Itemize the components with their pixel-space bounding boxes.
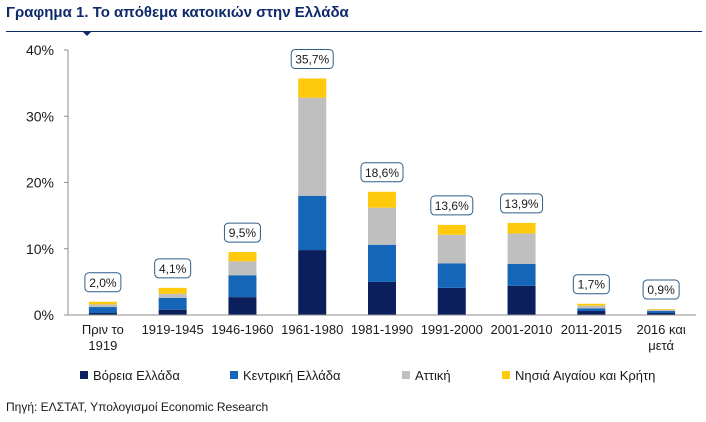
source-note: Πηγή: ΕΛΣΤΑΤ, Υπολογισμοί Economic Resea… — [6, 400, 269, 414]
bar-segment — [647, 311, 676, 314]
x-tick-label: 1946-1960 — [211, 322, 273, 337]
bar-segment — [507, 222, 536, 234]
bar-segment — [577, 311, 606, 315]
title-notch — [82, 31, 92, 36]
bar-segment — [577, 308, 606, 312]
bar-segment — [158, 297, 187, 310]
y-tick-label: 0% — [34, 307, 54, 323]
y-tick-label: 40% — [26, 42, 54, 58]
bar-segment — [507, 263, 536, 286]
total-label-box — [642, 279, 680, 300]
total-label: 0,9% — [647, 283, 675, 297]
total-label: 13,6% — [435, 199, 469, 213]
legend-swatch — [80, 371, 88, 379]
bar-segment — [577, 303, 606, 306]
bar-segment — [88, 307, 117, 314]
legend-label: Βόρεια Ελλάδα — [93, 368, 180, 383]
total-label-box — [430, 195, 474, 216]
bar-segment — [368, 207, 396, 245]
x-tick-label: 2016 και — [636, 322, 685, 337]
chart-title: Γραφημα 1. Το απόθεμα κατοικιών στην Ελλ… — [6, 4, 349, 21]
bar-segment — [368, 244, 396, 282]
total-label: 13,9% — [505, 197, 539, 211]
legend-label: Αττική — [415, 368, 451, 383]
legend-swatch — [230, 371, 238, 379]
bar-segment — [507, 285, 536, 315]
x-tick-label: 1981-1990 — [351, 322, 413, 337]
bar-segment — [437, 287, 466, 315]
bar-segment — [437, 263, 466, 288]
bar-segment — [647, 309, 676, 310]
bar-segment — [298, 97, 327, 196]
total-label-box — [223, 222, 261, 243]
bar-segment — [228, 252, 257, 262]
total-label-box — [154, 258, 192, 279]
bar-segment — [647, 313, 676, 315]
total-label: 9,5% — [229, 226, 257, 240]
bar-segment — [368, 191, 396, 208]
bar-segment — [158, 287, 187, 294]
bar-segment — [228, 261, 257, 276]
y-tick-label: 10% — [26, 241, 54, 257]
x-tick-label: Πριν το — [82, 322, 124, 337]
bar-segment — [298, 250, 327, 315]
total-label-box — [572, 274, 610, 295]
x-tick-label: 2011-2015 — [561, 322, 622, 337]
total-label-box — [500, 193, 544, 214]
total-label: 2,0% — [89, 276, 117, 290]
x-tick-label: 1961-1980 — [281, 322, 343, 337]
x-tick-label: 1991-2000 — [421, 322, 483, 337]
bar-segment — [158, 309, 187, 315]
bar-segment — [298, 195, 327, 251]
legend-label: Νησιά Αιγαίου και Κρήτη — [515, 368, 655, 383]
bar-segment — [88, 304, 117, 308]
x-tick-label: μετά — [648, 338, 674, 353]
bar-segment — [158, 293, 187, 298]
x-tick-label: 1919-1945 — [142, 322, 204, 337]
bar-segment — [368, 281, 396, 315]
total-label: 4,1% — [159, 262, 187, 276]
total-label: 35,7% — [295, 52, 329, 66]
legend-label: Κεντρική Ελλάδα — [243, 368, 341, 383]
title-divider — [6, 31, 702, 32]
bar-segment — [437, 234, 466, 264]
bar-segment — [228, 275, 257, 298]
x-tick-label: 2001-2010 — [490, 322, 552, 337]
total-label: 18,6% — [365, 166, 399, 180]
total-label-box — [360, 162, 404, 183]
legend-swatch — [502, 371, 510, 379]
legend-swatch — [402, 371, 410, 379]
bar-segment — [88, 301, 117, 305]
bar-segment — [228, 297, 257, 315]
total-label-box — [84, 272, 122, 293]
bar-segment — [298, 78, 327, 98]
bar-segment — [88, 313, 117, 315]
bar-segment — [647, 309, 676, 312]
x-tick-label: 1919 — [88, 338, 117, 353]
total-label: 1,7% — [578, 278, 606, 292]
y-tick-label: 30% — [26, 108, 54, 124]
bar-segment — [577, 305, 606, 309]
bar-segment — [507, 233, 536, 264]
bar-segment — [437, 224, 466, 235]
y-tick-label: 20% — [26, 175, 54, 191]
total-label-box — [290, 48, 334, 69]
